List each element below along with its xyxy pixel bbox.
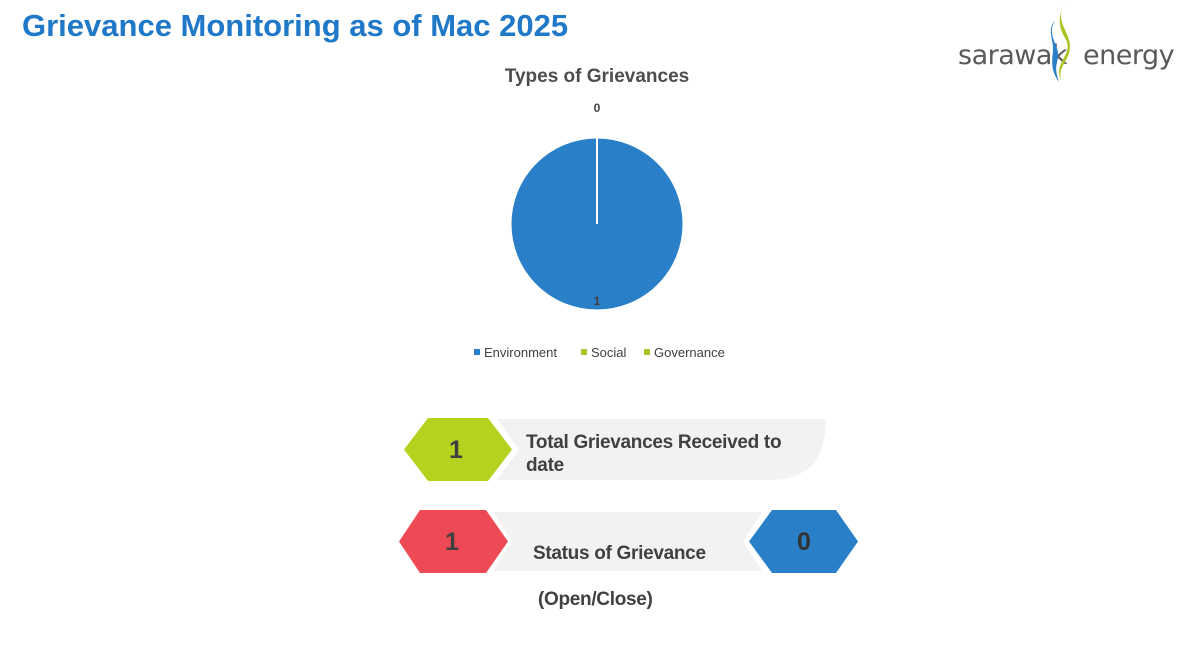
total-label-banner	[497, 419, 826, 480]
legend-swatch-governance	[644, 349, 650, 355]
legend-label-governance: Governance	[654, 345, 725, 360]
total-label-line1: Total Grievances Received to	[526, 432, 782, 453]
legend-swatch-social	[581, 349, 587, 355]
total-value-hexagon	[404, 418, 512, 481]
close-value-hexagon	[749, 510, 858, 573]
chart-legend: Environment Social Governance	[474, 345, 725, 360]
open-value-hexagon	[399, 510, 508, 573]
page-title: Grievance Monitoring as of Mac 2025	[22, 8, 569, 43]
legend-label-social: Social	[591, 345, 627, 360]
legend-item-environment: Environment	[474, 345, 557, 360]
data-label-social: 0	[594, 101, 601, 115]
legend-item-social: Social	[581, 345, 627, 360]
pie-data-labels: 10	[594, 101, 601, 308]
logo-text-sarawak: sarawak	[958, 40, 1068, 71]
legend-label-environment: Environment	[484, 345, 557, 360]
pie-slices	[510, 137, 684, 311]
close-value: 0	[797, 528, 811, 556]
open-value: 1	[445, 528, 459, 556]
legend-item-governance: Governance	[644, 345, 725, 360]
data-label-environment: 1	[594, 294, 601, 308]
total-label-line2: date	[526, 455, 564, 476]
chart-title: Types of Grievances	[505, 66, 689, 87]
total-label: Total Grievances Received to date	[526, 431, 782, 477]
sarawak-energy-logo: sarawak energy	[955, 2, 1175, 84]
status-label: Status of Grievance (Open/Close)	[523, 519, 706, 611]
total-value: 1	[449, 436, 463, 464]
status-label-line1: Status of Grievance	[532, 543, 706, 564]
status-label-line2: (Open/Close)	[532, 589, 653, 610]
status-label-banner	[493, 512, 762, 571]
legend-swatch-environment	[474, 349, 480, 355]
logo-flame-icon	[1050, 4, 1071, 82]
logo-text-energy: energy	[1083, 40, 1175, 71]
